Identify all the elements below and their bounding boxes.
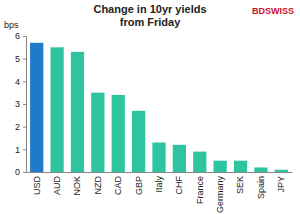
bar [30,43,43,172]
y-tick-mark [23,36,26,37]
y-tick-label: 6 [15,31,20,41]
y-tick: 5 [15,54,26,64]
y-tick-label: 5 [15,54,20,64]
x-tick-label: AUD [52,176,62,196]
bar [50,47,63,172]
x-axis-line [27,172,293,173]
y-tick-mark [23,149,26,150]
y-tick: 1 [15,145,26,155]
x-tick: Germany [215,176,225,214]
bars [30,43,288,172]
y-tick-label: 2 [15,122,20,132]
x-tick-label: CHF [174,176,184,195]
x-tick-label: Germany [215,176,225,214]
x-tick: Italy [154,176,164,193]
y-tick-mark [23,127,26,128]
bar [214,161,227,172]
x-tick-label: SEK [235,176,245,194]
y-tick-label: 3 [15,99,20,109]
y-axis: 0 1 2 3 4 5 6 [15,31,27,177]
y-tick-mark [23,59,26,60]
x-axis: USD AUD NOK NZD CAD GBP Italy CHF France Germany S… [27,173,293,214]
x-tick: CHF [174,176,184,195]
x-tick: USD [32,176,42,196]
x-tick: France [195,176,205,204]
bar [112,95,125,172]
bar [254,167,267,172]
x-tick-label: GBP [133,176,143,195]
x-tick: JPY [276,176,286,193]
y-tick-label: 0 [15,167,20,177]
x-tick-label: Italy [154,176,164,193]
x-tick-label: USD [32,176,42,196]
bar [91,93,104,172]
plot: 0 1 2 3 4 5 6 USD AUD NOK NZD CAD GBP Italy CHF France G… [15,31,293,213]
y-axis-line [23,37,27,173]
x-tick-label: Spain [256,176,266,199]
bar [132,111,145,172]
y-tick: 0 [15,167,26,177]
x-tick: Spain [256,176,266,199]
y-tick: 6 [15,31,26,41]
y-tick-mark [23,104,26,105]
bar [71,52,84,172]
x-tick: CAD [113,176,123,196]
bar [234,161,247,172]
x-tick-label: CAD [113,176,123,196]
x-tick: GBP [133,176,143,195]
x-tick-label: France [195,176,205,204]
logo: BDSWISS [252,6,294,16]
chart: Change in 10yr yieldsfrom Friday BDSWISS b… [0,0,300,214]
x-tick-label: JPY [276,176,286,193]
title: Change in 10yr yieldsfrom Friday [93,3,206,28]
y-tick-label: 1 [15,145,20,155]
x-tick-label: NZD [93,176,103,195]
y-tick: 2 [15,122,26,132]
x-tick: SEK [235,176,245,194]
y-tick-label: 4 [15,77,20,87]
bar [152,143,165,172]
y-tick: 3 [15,99,26,109]
y-tick-mark [23,172,26,173]
x-tick-label: NOK [72,176,82,196]
y-tick: 4 [15,77,26,87]
x-tick: AUD [52,176,62,196]
x-tick: NOK [72,176,82,196]
bar [173,145,186,172]
y-axis-title: bps [4,20,19,30]
x-tick: NZD [93,176,103,195]
y-tick-mark [23,81,26,82]
bar [193,152,206,172]
bar [275,170,288,172]
